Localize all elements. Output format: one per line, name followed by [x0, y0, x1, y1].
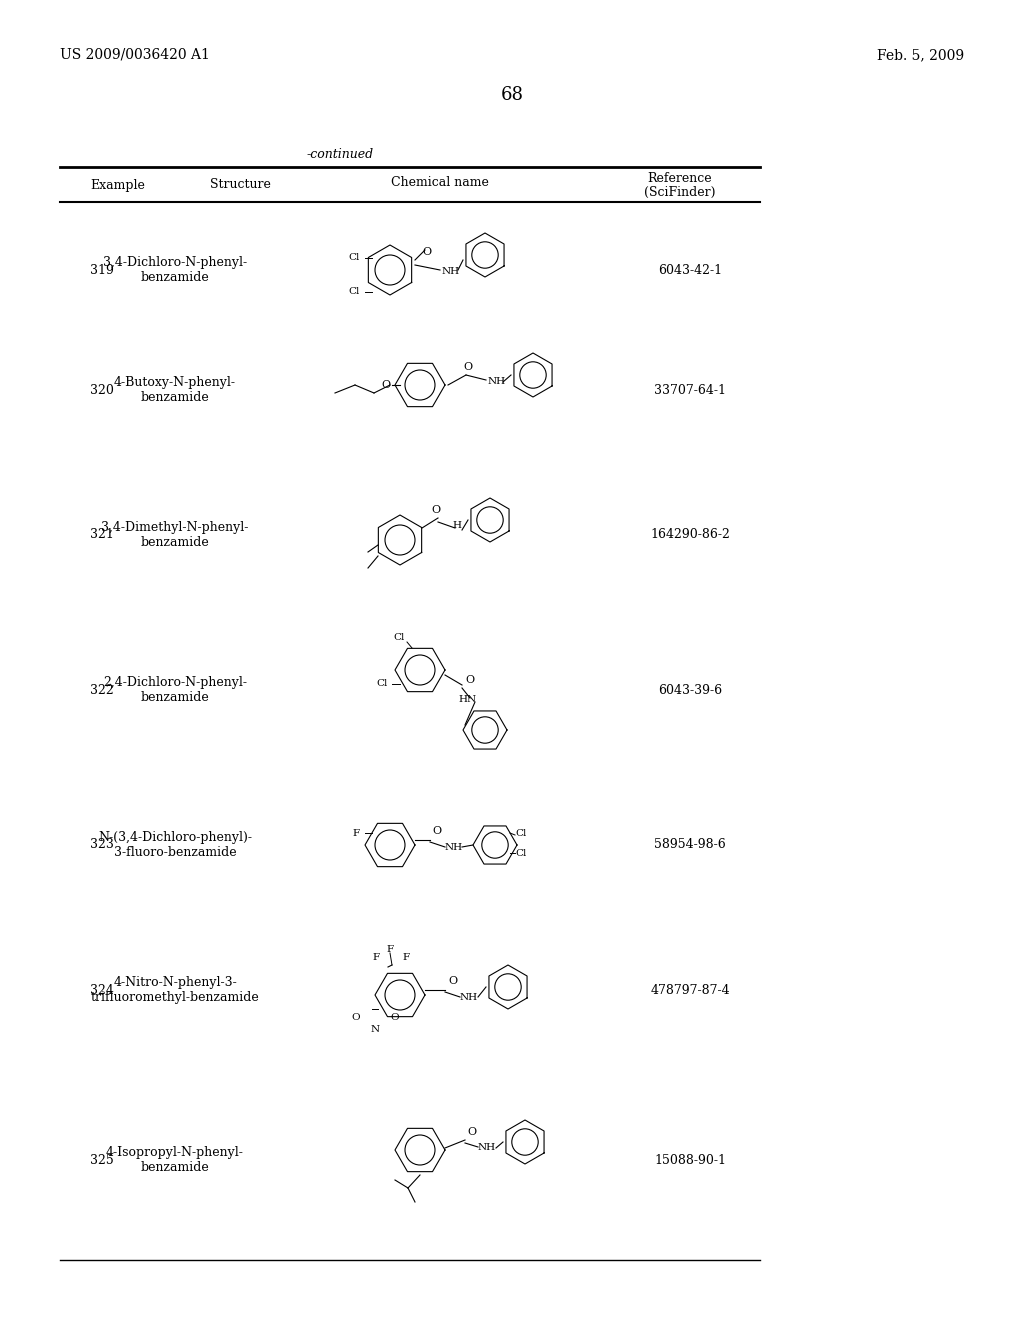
Text: F: F — [386, 945, 393, 953]
Text: N-(3,4-Dichloro-phenyl)-
3-fluoro-benzamide: N-(3,4-Dichloro-phenyl)- 3-fluoro-benzam… — [98, 832, 252, 859]
Text: N: N — [371, 1026, 380, 1035]
Text: 3,4-Dimethyl-N-phenyl-
benzamide: 3,4-Dimethyl-N-phenyl- benzamide — [101, 521, 249, 549]
Text: Cl: Cl — [515, 849, 526, 858]
Text: O: O — [351, 1012, 360, 1022]
Text: -continued: -continued — [306, 149, 374, 161]
Text: O: O — [465, 675, 474, 685]
Text: 4-Nitro-N-phenyl-3-
trifluoromethyl-benzamide: 4-Nitro-N-phenyl-3- trifluoromethyl-benz… — [91, 975, 259, 1005]
Text: 33707-64-1: 33707-64-1 — [654, 384, 726, 396]
Text: NH: NH — [478, 1143, 496, 1151]
Text: 319: 319 — [90, 264, 114, 276]
Text: 164290-86-2: 164290-86-2 — [650, 528, 730, 541]
Text: Reference: Reference — [648, 172, 713, 185]
Text: O: O — [381, 380, 390, 389]
Text: F: F — [353, 829, 360, 837]
Text: O: O — [422, 247, 431, 257]
Text: Chemical name: Chemical name — [391, 176, 488, 189]
Text: 4-Isopropyl-N-phenyl-
benzamide: 4-Isopropyl-N-phenyl- benzamide — [106, 1146, 244, 1173]
Text: 3,4-Dichloro-N-phenyl-
benzamide: 3,4-Dichloro-N-phenyl- benzamide — [103, 256, 247, 284]
Text: F: F — [373, 953, 380, 961]
Text: F: F — [402, 953, 410, 961]
Text: NH: NH — [442, 268, 460, 276]
Text: 6043-39-6: 6043-39-6 — [658, 684, 722, 697]
Text: US 2009/0036420 A1: US 2009/0036420 A1 — [60, 48, 210, 62]
Text: 320: 320 — [90, 384, 114, 396]
Text: 2,4-Dichloro-N-phenyl-
benzamide: 2,4-Dichloro-N-phenyl- benzamide — [103, 676, 247, 704]
Text: O: O — [390, 1012, 398, 1022]
Text: 58954-98-6: 58954-98-6 — [654, 838, 726, 851]
Text: Cl: Cl — [348, 288, 360, 297]
Text: 478797-87-4: 478797-87-4 — [650, 983, 730, 997]
Text: NH: NH — [488, 378, 506, 387]
Text: 323: 323 — [90, 838, 114, 851]
Text: 325: 325 — [90, 1154, 114, 1167]
Text: 322: 322 — [90, 684, 114, 697]
Text: O: O — [449, 975, 457, 986]
Text: O: O — [464, 362, 472, 372]
Text: O: O — [467, 1127, 476, 1137]
Text: 15088-90-1: 15088-90-1 — [654, 1154, 726, 1167]
Text: HN: HN — [458, 696, 476, 705]
Text: H: H — [452, 520, 461, 529]
Text: 324: 324 — [90, 983, 114, 997]
Text: NH: NH — [445, 842, 463, 851]
Text: 4-Butoxy-N-phenyl-
benzamide: 4-Butoxy-N-phenyl- benzamide — [114, 376, 236, 404]
Text: 6043-42-1: 6043-42-1 — [658, 264, 722, 276]
Text: Feb. 5, 2009: Feb. 5, 2009 — [877, 48, 964, 62]
Text: Cl: Cl — [377, 680, 388, 689]
Text: Structure: Structure — [210, 178, 271, 191]
Text: 321: 321 — [90, 528, 114, 541]
Text: Cl: Cl — [348, 253, 360, 263]
Text: Example: Example — [90, 178, 144, 191]
Text: Cl: Cl — [515, 829, 526, 837]
Text: O: O — [432, 826, 441, 836]
Text: Cl: Cl — [393, 634, 406, 643]
Text: O: O — [431, 506, 440, 515]
Text: (SciFinder): (SciFinder) — [644, 186, 716, 198]
Text: 68: 68 — [501, 86, 523, 104]
Text: NH: NH — [460, 993, 478, 1002]
